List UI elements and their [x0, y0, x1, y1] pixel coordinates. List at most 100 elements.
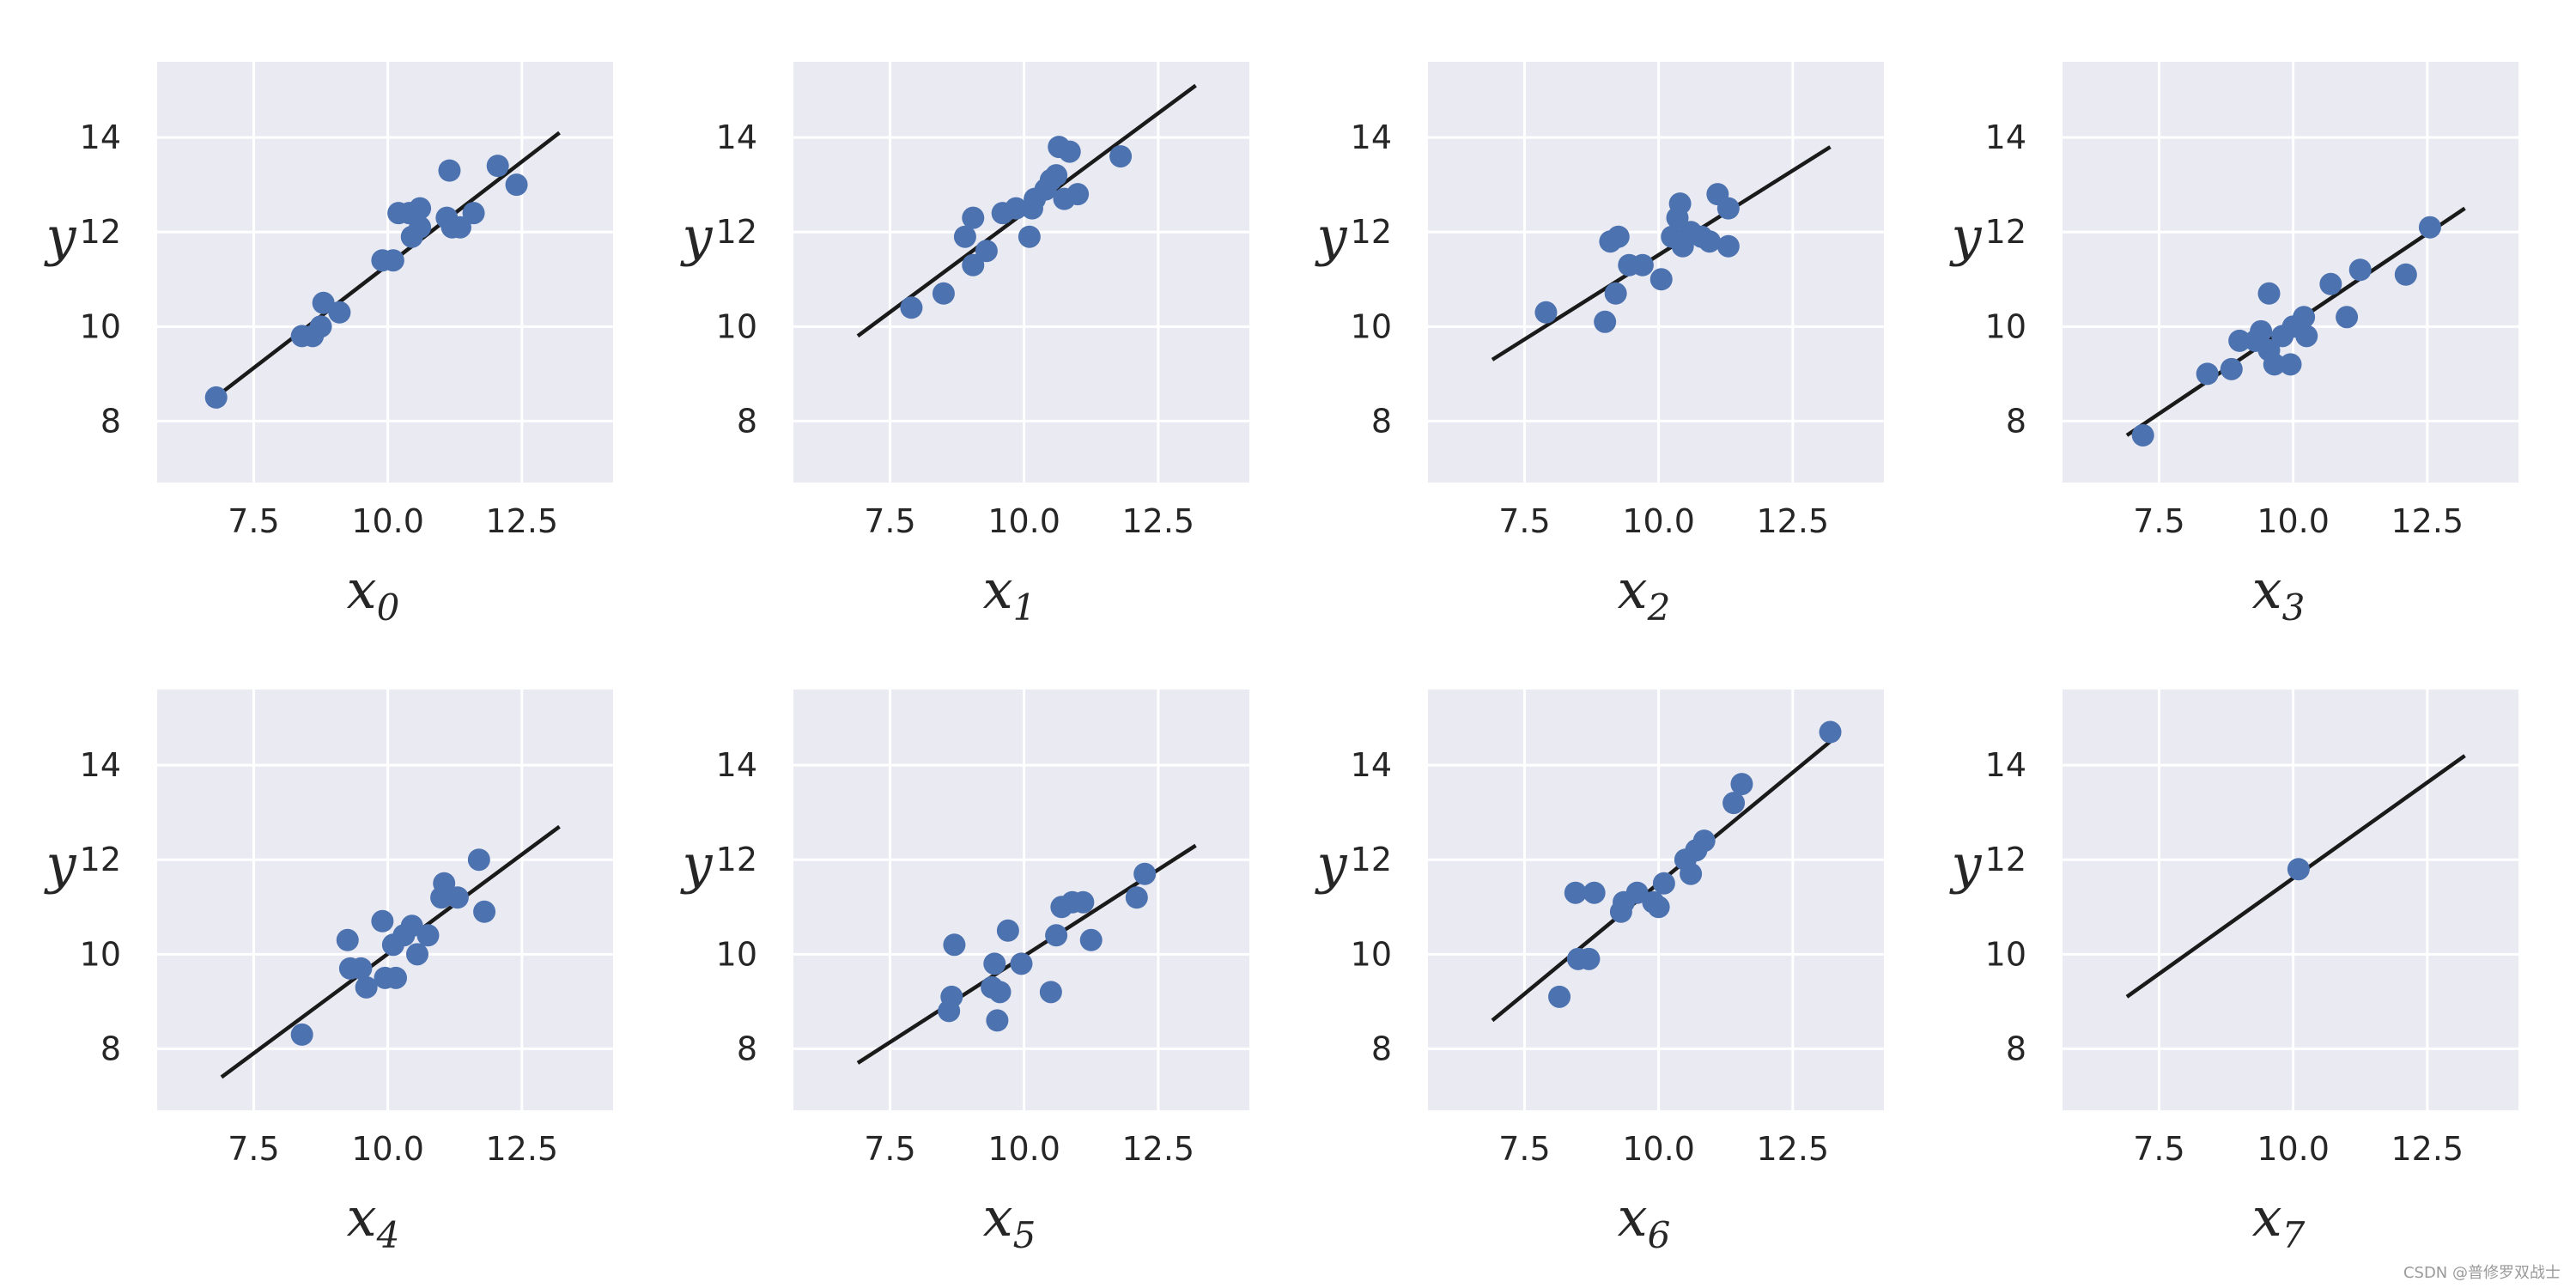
data-point — [486, 155, 509, 178]
data-point — [1072, 890, 1095, 914]
data-point — [1631, 253, 1654, 276]
data-point — [1680, 862, 1703, 885]
data-point — [1018, 225, 1041, 248]
subplot-7: 7.5 10.0 12.5 8 10 12 14 x7 y — [1948, 690, 2518, 1256]
y-tick-label: 8 — [100, 1030, 121, 1067]
x-axis-label-main: x — [347, 558, 377, 621]
data-point — [1604, 282, 1627, 305]
x-tick-label: 12.5 — [2391, 1130, 2464, 1168]
x-axis-label-subscript: 0 — [377, 586, 400, 629]
data-point — [1548, 985, 1571, 1008]
x-axis-label-main: x — [2252, 558, 2282, 621]
y-axis-label: y — [1314, 205, 1347, 268]
data-point — [433, 872, 456, 895]
subplot-5: 7.5 10.0 12.5 8 10 12 14 x5 y — [679, 690, 1249, 1256]
x-tick-label: 10.0 — [2257, 1130, 2330, 1168]
data-point — [381, 249, 404, 272]
y-axis-label: y — [1948, 833, 1982, 896]
data-point — [1534, 301, 1558, 324]
data-point — [2418, 216, 2441, 239]
data-point — [1625, 881, 1649, 904]
data-point — [1045, 924, 1068, 947]
data-point — [943, 933, 966, 957]
data-point — [416, 924, 440, 947]
x-axis-label-subscript: 3 — [2282, 586, 2306, 629]
data-point — [336, 928, 359, 951]
data-point — [2295, 325, 2318, 348]
y-tick-label: 10 — [716, 935, 757, 973]
x-axis-label-main: x — [2252, 1186, 2282, 1249]
data-point — [1125, 886, 1148, 909]
x-tick-label: 12.5 — [2391, 502, 2464, 540]
data-point — [996, 919, 1019, 942]
data-point — [2228, 329, 2251, 352]
data-point — [409, 216, 432, 239]
subplot-6: 7.5 10.0 12.5 8 10 12 14 x6 y — [1314, 690, 1884, 1256]
y-tick-label: 10 — [1985, 935, 2026, 973]
x-axis-label-subscript: 5 — [1013, 1214, 1036, 1256]
y-tick-label: 10 — [716, 307, 757, 345]
data-point — [446, 886, 469, 909]
x-axis-label-subscript: 4 — [376, 1214, 400, 1256]
x-axis-label-subscript: 7 — [2282, 1214, 2306, 1256]
y-tick-label: 14 — [1351, 118, 1392, 156]
data-point — [505, 173, 528, 197]
subplot-2: 7.5 10.0 12.5 8 10 12 14 x2 y — [1314, 62, 1884, 629]
data-point — [1005, 197, 1028, 220]
x-axis-label: x4 — [347, 1186, 400, 1256]
x-tick-label: 7.5 — [864, 1130, 915, 1168]
plot-area — [793, 62, 1249, 483]
x-axis-label-subscript: 1 — [1013, 586, 1036, 629]
x-axis-label-subscript: 6 — [1648, 1214, 1671, 1256]
x-tick-label: 10.0 — [1622, 1130, 1695, 1168]
watermark: CSDN @普修罗双战士 — [2403, 1264, 2561, 1282]
plot-area — [157, 690, 613, 1110]
y-axis-label: y — [1948, 205, 1982, 268]
y-tick-label: 12 — [80, 213, 121, 251]
data-point — [1716, 197, 1740, 220]
data-point — [1668, 192, 1692, 216]
data-point — [448, 216, 471, 239]
y-axis-label: y — [43, 205, 76, 268]
data-point — [1692, 829, 1716, 853]
data-point — [1607, 225, 1630, 248]
y-tick-label: 8 — [2006, 402, 2026, 440]
x-axis-label: x6 — [1618, 1186, 1671, 1256]
data-point — [1133, 862, 1157, 885]
y-axis-label: y — [43, 833, 76, 896]
x-tick-label: 10.0 — [2257, 502, 2330, 540]
data-point — [473, 900, 496, 923]
x-tick-label: 10.0 — [987, 1130, 1060, 1168]
x-tick-label: 7.5 — [2133, 502, 2184, 540]
x-tick-label: 12.5 — [1121, 502, 1194, 540]
y-tick-label: 12 — [716, 213, 757, 251]
data-point — [462, 202, 485, 225]
data-point — [2319, 272, 2342, 295]
data-point — [983, 952, 1006, 975]
y-tick-label: 14 — [716, 118, 757, 156]
y-tick-label: 10 — [1351, 935, 1392, 973]
data-point — [1564, 881, 1587, 904]
x-tick-label: 7.5 — [1498, 1130, 1550, 1168]
data-point — [2279, 353, 2302, 376]
data-point — [349, 957, 373, 980]
data-point — [2196, 362, 2219, 386]
data-point — [312, 291, 335, 314]
data-point — [2336, 306, 2359, 329]
data-point — [2263, 353, 2286, 376]
x-tick-label: 10.0 — [987, 502, 1060, 540]
x-axis-label: x0 — [347, 558, 400, 629]
y-tick-label: 8 — [737, 1030, 757, 1067]
data-point — [1010, 952, 1033, 975]
y-tick-label: 8 — [1371, 1030, 1392, 1067]
x-axis-label-main: x — [983, 558, 1013, 621]
data-point — [400, 914, 423, 938]
data-point — [2293, 306, 2316, 329]
data-point — [2250, 319, 2273, 343]
data-point — [309, 315, 332, 338]
x-axis-label: x2 — [1618, 558, 1671, 629]
x-axis-label: x3 — [2252, 558, 2306, 629]
y-tick-label: 10 — [80, 935, 121, 973]
data-point — [1577, 947, 1601, 970]
